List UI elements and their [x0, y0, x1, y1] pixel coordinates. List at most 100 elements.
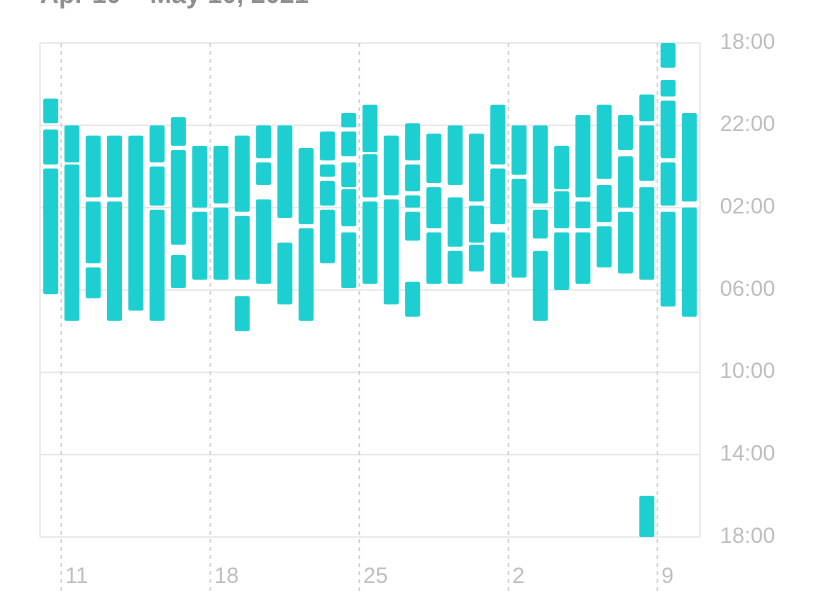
sleep-segment — [575, 201, 591, 229]
x-tick-label: 9 — [661, 563, 673, 588]
sleep-segment — [660, 211, 676, 307]
x-tick-label: 2 — [512, 563, 524, 588]
sleep-segment — [490, 104, 506, 165]
sleep-segment — [341, 162, 357, 188]
sleep-segment — [596, 104, 612, 179]
sleep-segment — [405, 123, 421, 161]
sleep-segment — [107, 201, 123, 321]
sleep-segment — [192, 145, 208, 208]
sleep-segment — [468, 205, 484, 243]
y-tick-label: 02:00 — [720, 193, 775, 218]
sleep-segment — [426, 187, 442, 229]
sleep-segment — [298, 147, 314, 225]
y-tick-label: 18:00 — [720, 523, 775, 548]
sleep-segment — [85, 201, 101, 264]
x-tick-label: 25 — [363, 563, 387, 588]
sleep-segment — [298, 228, 314, 321]
sleep-segment — [575, 232, 591, 284]
sleep-segment — [617, 156, 633, 208]
x-tick-label: 11 — [65, 563, 88, 588]
sleep-segment — [639, 187, 655, 280]
sleep-segment — [256, 162, 272, 186]
sleep-segment — [128, 135, 144, 311]
sleep-segment — [256, 125, 272, 159]
sleep-segment — [170, 150, 186, 245]
x-tick-label: 18 — [214, 563, 238, 588]
sleep-segment — [639, 94, 655, 122]
sleep-segment — [639, 495, 655, 537]
sleep-segment — [234, 296, 250, 332]
sleep-segment — [660, 43, 676, 68]
sleep-segment — [447, 197, 463, 247]
sleep-segment — [362, 104, 378, 153]
sleep-segment — [383, 199, 399, 305]
sleep-segment — [362, 201, 378, 284]
sleep-segment — [490, 168, 506, 225]
sleep-segment — [660, 162, 676, 206]
sleep-segment — [532, 125, 548, 204]
sleep-segment — [107, 135, 123, 198]
sleep-segment — [43, 168, 59, 295]
sleep-segment — [64, 164, 80, 321]
sleep-segment — [234, 135, 250, 212]
sleep-segment — [596, 226, 612, 268]
sleep-segment — [319, 209, 335, 264]
sleep-segment — [660, 80, 676, 97]
sleep-segment — [426, 232, 442, 284]
sleep-segment — [554, 232, 570, 290]
sleep-segment — [256, 199, 272, 284]
sleep-segment — [170, 117, 186, 146]
sleep-segment — [64, 125, 80, 163]
sleep-segment — [319, 180, 335, 206]
sleep-segment — [617, 115, 633, 151]
sleep-segment — [341, 112, 357, 128]
sleep-segment — [170, 255, 186, 288]
sleep-segment — [213, 145, 229, 204]
sleep-segment — [426, 133, 442, 183]
sleep-segment — [681, 112, 697, 202]
sleep-segment — [149, 209, 165, 321]
sleep-segment — [341, 189, 357, 227]
sleep-segment — [596, 185, 612, 223]
sleep-segment — [532, 250, 548, 321]
sleep-segment — [447, 250, 463, 284]
sleep-segment — [468, 133, 484, 202]
sleep-segment — [277, 242, 293, 305]
sleep-segment — [149, 125, 165, 163]
sleep-segment — [405, 211, 421, 241]
sleep-segment — [554, 191, 570, 229]
sleep-segment — [575, 115, 591, 198]
sleep-segment — [405, 281, 421, 317]
sleep-segment — [681, 207, 697, 317]
sleep-segment — [554, 145, 570, 190]
sleep-segment — [532, 209, 548, 239]
sleep-segment — [319, 164, 335, 177]
sleep-segment — [213, 207, 229, 280]
sleep-segment — [234, 215, 250, 280]
chart-title: Apr 10 – May 10, 2021 — [40, 0, 309, 9]
sleep-segment — [468, 244, 484, 272]
sleep-segment — [319, 131, 335, 161]
sleep-segment — [511, 178, 527, 278]
y-tick-label: 06:00 — [720, 276, 775, 301]
sleep-segment — [362, 154, 378, 198]
sleep-segment — [511, 125, 527, 175]
sleep-segment — [617, 211, 633, 274]
sleep-segment — [383, 135, 399, 196]
sleep-segment — [85, 135, 101, 198]
sleep-segment — [405, 164, 421, 192]
sleep-segment — [43, 98, 59, 124]
sleep-segment — [660, 100, 676, 159]
sleep-segment — [490, 232, 506, 284]
y-tick-label: 10:00 — [720, 358, 775, 383]
sleep-segment — [149, 166, 165, 206]
sleep-segment — [341, 232, 357, 288]
sleep-segment — [43, 129, 59, 165]
sleep-segment — [447, 125, 463, 186]
sleep-segment — [405, 195, 421, 208]
sleep-segment — [85, 267, 101, 299]
sleep-segment — [277, 125, 293, 218]
y-tick-label: 18:00 — [720, 29, 775, 54]
